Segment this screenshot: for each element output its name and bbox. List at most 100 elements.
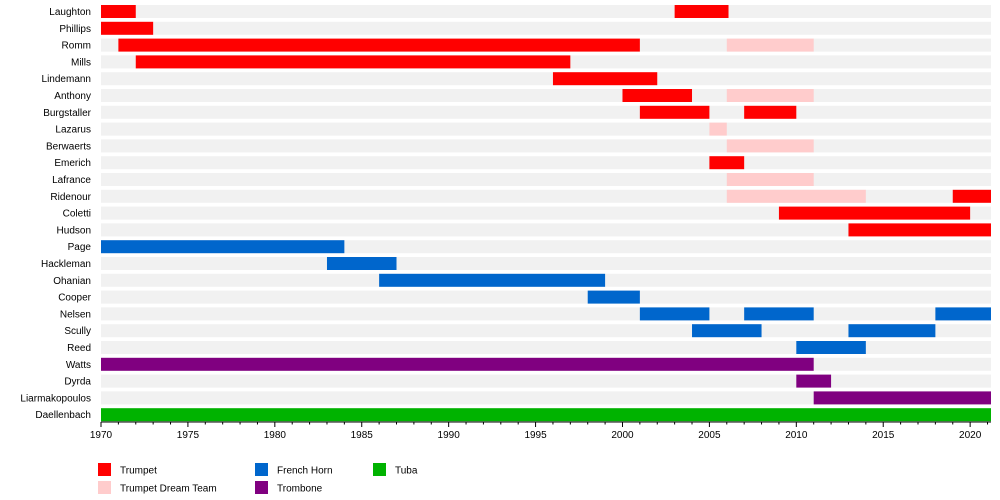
bar-dyrda-1 [796, 374, 832, 388]
row-background-coletti [101, 206, 991, 220]
bar-hackleman-1 [326, 257, 397, 270]
bar-berwaerts-1 [726, 139, 814, 153]
legend-label-tuba: Tuba [395, 466, 418, 477]
row-background-anthony [101, 89, 991, 102]
row-label-watts: Watts [66, 360, 91, 371]
bar-burgstaller-1 [639, 105, 710, 119]
bar-page-1 [101, 240, 345, 254]
x-tick-label-2000: 2000 [611, 430, 634, 441]
row-label-lafrance: Lafrance [52, 175, 91, 186]
row-labels: Laughton Phillips Romm Mills Lindemann Anthon… [20, 7, 91, 421]
bar-emerich-1 [709, 156, 745, 170]
bars-layer [101, 5, 991, 422]
bar-anthony-1 [622, 89, 693, 102]
legend-label-trumpet: Trumpet [120, 466, 157, 477]
row-background-phillips [101, 21, 991, 35]
row-background-lindemann [101, 72, 991, 86]
row-background-lazarus [101, 122, 991, 136]
row-label-ohanian: Ohanian [53, 276, 91, 287]
row-label-lindemann: Lindemann [42, 74, 91, 85]
legend-swatch-trumpet-dream-team [98, 481, 111, 494]
bar-romm-2 [726, 38, 814, 52]
bar-burgstaller-2 [744, 105, 797, 119]
row-label-scully: Scully [64, 326, 91, 337]
row-label-page: Page [68, 242, 92, 253]
bar-ridenour-1 [726, 189, 866, 203]
bar-scully-1 [692, 324, 762, 338]
row-background-emerich [101, 156, 991, 170]
bar-laughton-1 [101, 5, 136, 18]
row-label-lazarus: Lazarus [55, 125, 91, 136]
bar-ridenour-2 [952, 189, 991, 203]
bar-watts-1 [101, 357, 814, 371]
bar-laughton-2 [674, 5, 729, 18]
row-background-hackleman [101, 257, 991, 270]
bar-liarmakopoulos-1 [813, 391, 991, 405]
row-background-nelsen [101, 307, 991, 321]
bar-reed-1 [796, 341, 866, 354]
legend-label-trumpet-dream-team: Trumpet Dream Team [120, 484, 217, 495]
bar-scully-2 [848, 324, 936, 338]
x-tick-label-1985: 1985 [351, 430, 374, 441]
row-background-lafrance [101, 173, 991, 186]
bar-lazarus-1 [709, 122, 727, 136]
x-tick-label-1980: 1980 [264, 430, 287, 441]
legend-swatch-trombone [255, 481, 268, 494]
row-label-coletti: Coletti [63, 209, 91, 220]
legend-label-french-horn: French Horn [277, 466, 333, 477]
x-tick-label-1995: 1995 [524, 430, 547, 441]
bar-daellenbach-1 [101, 408, 991, 422]
bar-lindemann-1 [552, 72, 658, 86]
row-label-ridenour: Ridenour [50, 192, 91, 203]
row-label-hudson: Hudson [57, 225, 91, 236]
bar-coletti-1 [778, 206, 971, 220]
x-tick-label-1990: 1990 [438, 430, 461, 441]
x-tick-label-2005: 2005 [698, 430, 721, 441]
row-background-hudson [101, 223, 991, 237]
row-label-mills: Mills [71, 57, 91, 68]
x-tick-label-1975: 1975 [177, 430, 200, 441]
bar-phillips-1 [101, 21, 154, 35]
bar-anthony-2 [726, 89, 814, 102]
bar-romm-1 [118, 38, 640, 52]
row-background-laughton [101, 5, 991, 18]
legend-swatch-trumpet [98, 463, 111, 476]
bar-hudson-1 [848, 223, 991, 237]
legend: Trumpet Trumpet Dream Team French Horn Trom… [98, 463, 418, 495]
row-background-reed [101, 341, 991, 354]
row-background-scully [101, 324, 991, 338]
x-axis: 1970 1975 1980 1985 1990 1995 2000 2005 2010 2015… [90, 421, 991, 441]
row-label-phillips: Phillips [59, 24, 91, 35]
row-label-romm: Romm [62, 41, 91, 52]
bar-nelsen-3 [935, 307, 991, 321]
row-label-laughton: Laughton [49, 7, 91, 18]
row-label-hackleman: Hackleman [41, 259, 91, 270]
row-label-liarmakopoulos: Liarmakopoulos [20, 393, 91, 404]
row-background-cooper [101, 290, 991, 304]
row-label-emerich: Emerich [54, 158, 91, 169]
row-label-dyrda: Dyrda [64, 377, 91, 388]
legend-swatch-tuba [373, 463, 386, 476]
bar-lafrance-1 [726, 173, 814, 186]
bar-nelsen-1 [639, 307, 710, 321]
row-background-dyrda [101, 374, 991, 388]
row-label-burgstaller: Burgstaller [43, 108, 91, 119]
row-background-burgstaller [101, 105, 991, 119]
legend-swatch-french-horn [255, 463, 268, 476]
x-tick-label-2015: 2015 [872, 430, 895, 441]
row-label-daellenbach: Daellenbach [35, 410, 91, 421]
x-tick-label-2020: 2020 [959, 430, 982, 441]
row-label-nelsen: Nelsen [60, 309, 91, 320]
row-label-reed: Reed [67, 343, 91, 354]
row-label-cooper: Cooper [58, 293, 91, 304]
bar-cooper-1 [587, 290, 640, 304]
x-tick-label-1970: 1970 [90, 430, 113, 441]
row-background-liarmakopoulos [101, 391, 991, 405]
row-label-berwaerts: Berwaerts [46, 141, 91, 152]
row-label-anthony: Anthony [54, 91, 91, 102]
legend-label-trombone: Trombone [277, 484, 323, 495]
bar-nelsen-2 [744, 307, 814, 321]
bar-ohanian-1 [379, 273, 606, 287]
